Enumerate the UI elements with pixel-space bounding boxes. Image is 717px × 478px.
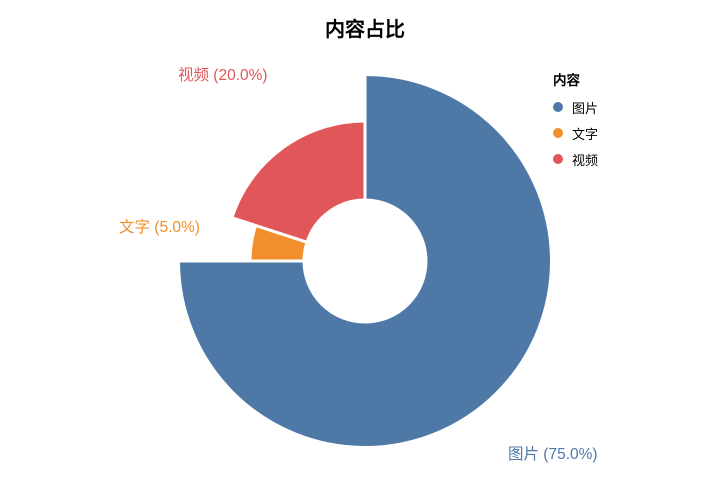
legend-title: 内容	[553, 73, 580, 88]
legend-item-text[interactable]: 文字	[553, 125, 599, 142]
legend-item-label: 视频	[572, 152, 599, 168]
slice-label-text: 文字 (5.0%)	[119, 219, 200, 236]
legend-item-video[interactable]: 视频	[553, 151, 599, 168]
legend: 内容 图片 文字 视频	[553, 69, 598, 177]
legend-swatch-video-icon	[553, 154, 563, 164]
legend-item-label: 图片	[572, 100, 599, 116]
legend-swatch-text-icon	[553, 128, 563, 138]
legend-swatch-image-icon	[553, 102, 563, 112]
legend-item-image[interactable]: 图片	[553, 99, 599, 116]
pie-slice-图片[interactable]	[176, 72, 553, 449]
slice-label-video: 视频 (20.0%)	[178, 67, 268, 84]
chart-title: 内容占比	[325, 19, 405, 41]
legend-item-label: 文字	[572, 126, 599, 142]
pie-slice-视频[interactable]	[229, 119, 367, 245]
slice-label-image: 图片 (75.0%)	[508, 446, 598, 463]
